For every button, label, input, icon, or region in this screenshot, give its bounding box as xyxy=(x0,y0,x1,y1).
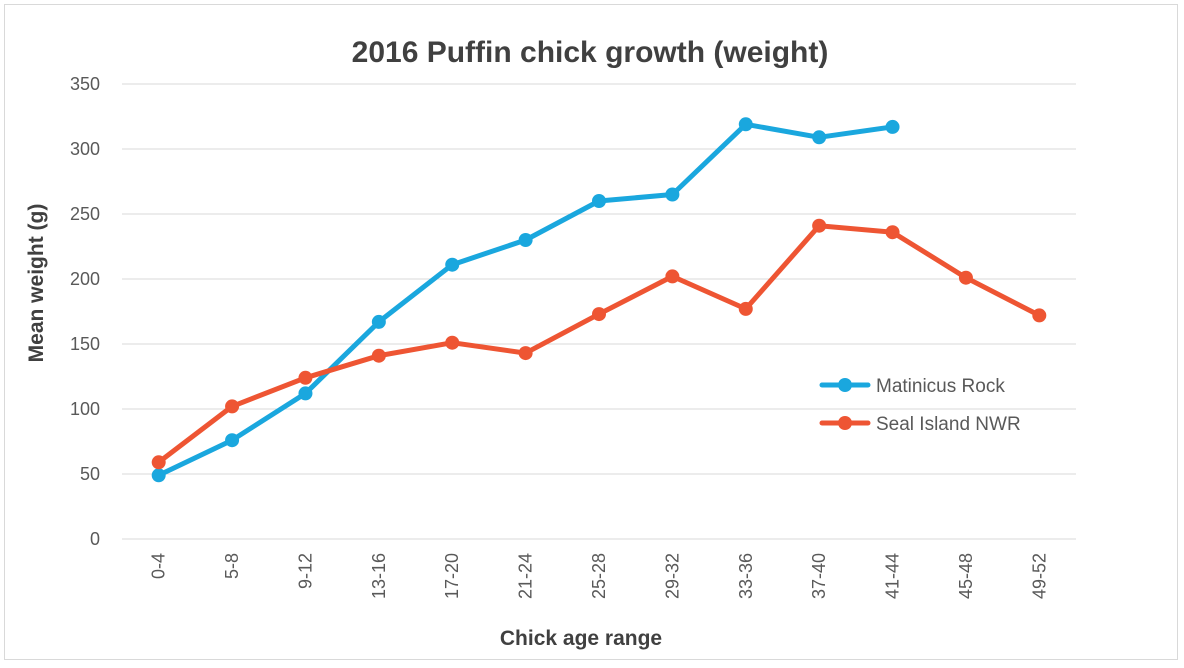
data-point xyxy=(812,218,827,233)
y-axis-ticks: 0 50 100 150 200 250 300 350 xyxy=(70,74,100,549)
x-tick-label: 0-4 xyxy=(149,553,169,579)
y-tick-label: 50 xyxy=(80,464,100,484)
series-1 xyxy=(151,117,900,483)
y-tick-label: 100 xyxy=(70,399,100,419)
x-tick-label: 25-28 xyxy=(589,553,609,599)
data-point xyxy=(445,335,460,350)
x-axis-ticks: 0-4 5-8 9-12 13-16 17-20 21-24 25-28 29-32 33-36… xyxy=(149,553,1050,599)
legend-item: Seal Island NWR xyxy=(819,414,1021,435)
data-point xyxy=(665,187,680,202)
y-tick-label: 200 xyxy=(70,269,100,289)
x-tick-label: 49-52 xyxy=(1029,553,1049,599)
legend: Matinicus Rock Seal Island NWR xyxy=(819,376,1021,435)
data-point xyxy=(151,468,166,483)
x-axis-title: Chick age range xyxy=(500,627,662,650)
x-tick-label: 29-32 xyxy=(662,553,682,599)
y-tick-label: 350 xyxy=(70,74,100,94)
x-tick-label: 21-24 xyxy=(516,553,536,599)
data-point xyxy=(445,257,460,272)
data-point xyxy=(592,307,606,322)
data-point xyxy=(812,130,827,145)
y-tick-label: 0 xyxy=(90,529,100,549)
data-point xyxy=(518,233,533,247)
x-tick-label: 45-48 xyxy=(956,553,976,599)
data-point xyxy=(665,269,680,284)
data-point xyxy=(885,225,900,240)
x-tick-label: 9-12 xyxy=(295,553,315,589)
data-point xyxy=(225,433,240,448)
data-point xyxy=(518,346,533,361)
series-line xyxy=(156,121,896,478)
gridlines xyxy=(122,83,1076,540)
data-point xyxy=(298,370,313,385)
legend-label: Matinicus Rock xyxy=(876,376,1005,397)
legend-label: Seal Island NWR xyxy=(876,414,1021,435)
data-point xyxy=(1032,308,1047,323)
x-tick-label: 33-36 xyxy=(736,553,756,599)
legend-marker xyxy=(838,416,852,430)
data-point xyxy=(371,314,386,329)
data-point xyxy=(958,270,973,285)
y-tick-label: 300 xyxy=(70,139,100,159)
data-point xyxy=(885,119,900,134)
data-point xyxy=(298,386,313,401)
chart-title: 2016 Puffin chick growth (weight) xyxy=(352,36,829,69)
data-point xyxy=(738,117,753,132)
x-tick-label: 17-20 xyxy=(442,553,462,599)
data-point xyxy=(371,348,386,363)
y-axis-title: Mean weight (g) xyxy=(25,204,48,363)
series-layer xyxy=(151,117,1047,483)
x-tick-label: 5-8 xyxy=(222,553,242,579)
legend-marker xyxy=(838,378,852,392)
data-point xyxy=(225,399,240,414)
data-point xyxy=(738,301,753,316)
y-tick-label: 250 xyxy=(70,204,100,224)
x-tick-label: 41-44 xyxy=(883,553,903,599)
legend-item: Matinicus Rock xyxy=(819,376,1005,397)
chart-frame xyxy=(4,4,1178,660)
x-tick-label: 13-16 xyxy=(369,553,389,599)
series-2 xyxy=(151,218,1047,470)
y-tick-label: 150 xyxy=(70,334,100,354)
x-tick-label: 37-40 xyxy=(809,553,829,599)
data-point xyxy=(592,194,606,208)
data-point xyxy=(151,455,166,470)
